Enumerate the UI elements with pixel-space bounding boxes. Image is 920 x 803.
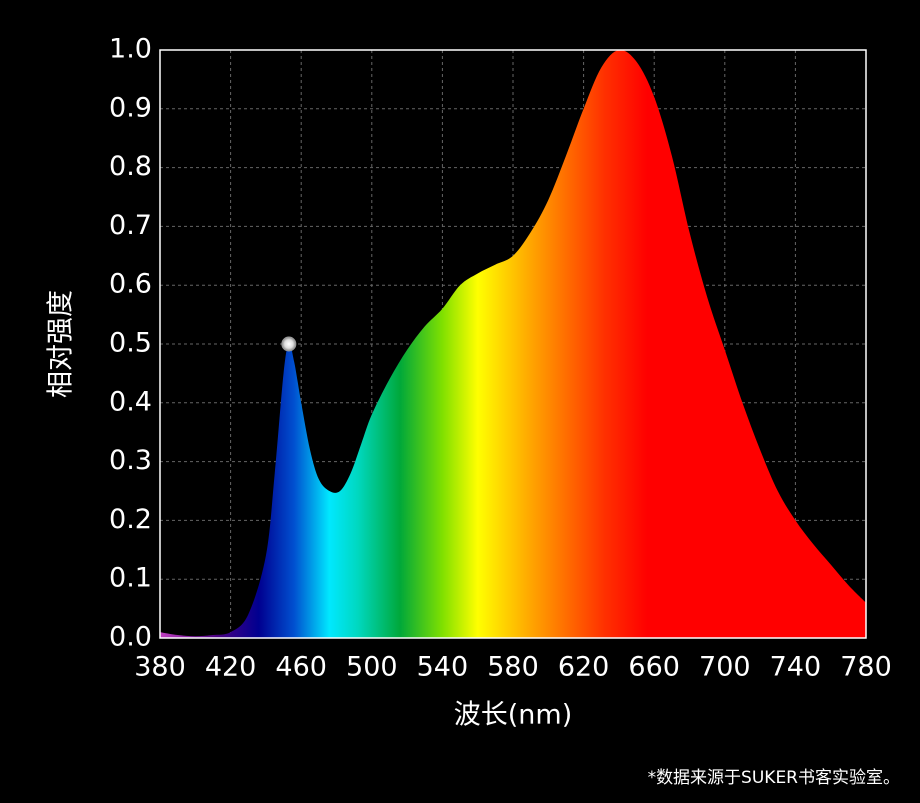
y-tick-label: 0.2 — [109, 504, 152, 535]
x-tick-label: 780 — [840, 652, 892, 683]
y-tick-label: 1.0 — [109, 34, 152, 65]
x-tick-label: 380 — [134, 652, 186, 683]
spectrum-area — [160, 49, 866, 639]
x-axis-label: 波长(nm) — [454, 700, 572, 731]
y-tick-label: 0.1 — [109, 563, 152, 594]
x-tick-label: 420 — [205, 652, 257, 683]
x-tick-label: 620 — [558, 652, 610, 683]
x-tick-label: 740 — [770, 652, 822, 683]
y-tick-label: 0.8 — [109, 151, 152, 182]
source-note: *数据来源于SUKER书客实验室。 — [648, 768, 900, 788]
y-tick-label: 0.4 — [109, 386, 152, 417]
x-tick-label: 660 — [628, 652, 680, 683]
y-tick-label: 0.6 — [109, 269, 152, 300]
x-tick-label: 580 — [487, 652, 539, 683]
y-tick-label: 0.9 — [109, 92, 152, 123]
x-tick-label: 500 — [346, 652, 398, 683]
y-tick-label: 0.5 — [109, 328, 152, 359]
x-tick-label: 540 — [417, 652, 469, 683]
y-axis-label: 相对强度 — [46, 290, 77, 398]
plot-frame — [159, 49, 867, 639]
x-tick-label: 700 — [699, 652, 751, 683]
peak-marker — [281, 336, 297, 352]
y-tick-label: 0.7 — [109, 210, 152, 241]
y-tick-label: 0.3 — [109, 445, 152, 476]
x-tick-label: 460 — [275, 652, 327, 683]
y-tick-label: 0.0 — [109, 622, 152, 653]
